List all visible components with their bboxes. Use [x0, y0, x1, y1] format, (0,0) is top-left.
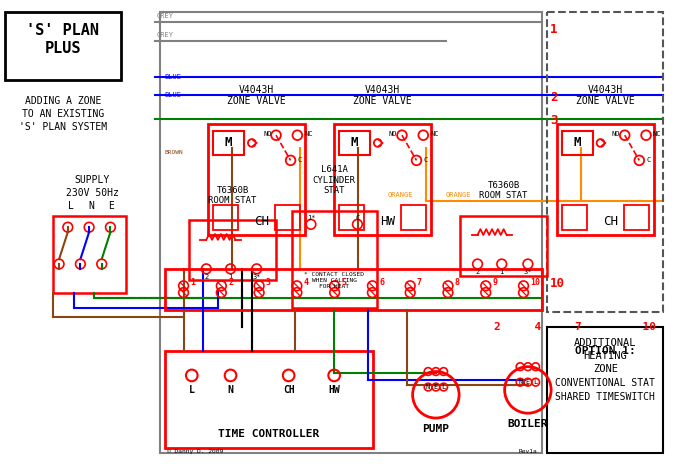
Text: CH: CH: [254, 215, 269, 228]
Text: 3*: 3*: [253, 274, 261, 279]
Text: NO: NO: [612, 131, 620, 137]
Bar: [547, 12, 664, 313]
Text: GREY: GREY: [157, 13, 174, 19]
Bar: [547, 327, 664, 453]
Text: © Danny D. 2009: © Danny D. 2009: [166, 449, 223, 454]
Text: CH: CH: [283, 385, 295, 395]
Text: NC: NC: [653, 131, 661, 137]
Text: L641A
CYLINDER
STAT: L641A CYLINDER STAT: [313, 166, 355, 195]
Text: L: L: [68, 201, 74, 211]
Text: E: E: [526, 379, 530, 385]
Bar: [160, 12, 542, 453]
Bar: [189, 220, 276, 280]
Bar: [334, 124, 431, 235]
Text: C: C: [355, 214, 359, 220]
Text: 9: 9: [493, 278, 497, 287]
Text: ADDING A ZONE
TO AN EXISTING
'S' PLAN SYSTEM: ADDING A ZONE TO AN EXISTING 'S' PLAN SY…: [19, 96, 107, 132]
Text: 2: 2: [475, 269, 480, 275]
Bar: [5, 12, 121, 80]
Text: ADDITIONAL
HEATING
ZONE: ADDITIONAL HEATING ZONE: [574, 338, 637, 374]
Text: 2: 2: [550, 91, 558, 104]
Text: ORANGE: ORANGE: [387, 192, 413, 198]
Text: L: L: [533, 379, 538, 385]
Text: 1*: 1*: [306, 214, 315, 220]
Text: PUMP: PUMP: [422, 424, 449, 434]
Bar: [213, 132, 244, 154]
Text: OPTION 1:: OPTION 1:: [575, 346, 635, 356]
Bar: [213, 205, 238, 230]
Text: BLUE: BLUE: [165, 74, 181, 80]
Text: HW: HW: [328, 385, 340, 395]
Text: T6360B
ROOM STAT: T6360B ROOM STAT: [480, 181, 528, 200]
Text: NC: NC: [304, 131, 313, 137]
Text: 10: 10: [550, 277, 565, 290]
Bar: [460, 216, 547, 276]
Text: HW: HW: [380, 215, 395, 228]
Text: M: M: [573, 137, 581, 149]
Bar: [165, 269, 542, 309]
Text: C: C: [646, 157, 650, 163]
Text: V4043H
ZONE VALVE: V4043H ZONE VALVE: [227, 85, 286, 106]
Text: N: N: [518, 379, 522, 385]
Text: E: E: [108, 201, 115, 211]
Text: 2: 2: [204, 274, 208, 279]
Text: 1: 1: [190, 278, 195, 287]
Bar: [339, 205, 364, 230]
Text: 1: 1: [550, 23, 558, 36]
Text: 6: 6: [380, 278, 384, 287]
Text: L: L: [189, 385, 195, 395]
Text: Rev1a: Rev1a: [519, 449, 538, 454]
Text: 3: 3: [550, 114, 558, 127]
Text: 2: 2: [228, 278, 233, 287]
Text: TIME CONTROLLER: TIME CONTROLLER: [218, 429, 319, 439]
Text: 1: 1: [228, 274, 233, 279]
Text: 5: 5: [342, 278, 346, 287]
Text: ORANGE: ORANGE: [446, 192, 471, 198]
Bar: [624, 205, 649, 230]
Text: N: N: [228, 385, 233, 395]
Bar: [165, 351, 373, 448]
Bar: [292, 211, 377, 307]
Text: 4: 4: [304, 278, 308, 287]
Text: V4043H
ZONE VALVE: V4043H ZONE VALVE: [353, 85, 412, 106]
Text: 1: 1: [500, 269, 504, 275]
Text: 2     4     7         10: 2 4 7 10: [494, 322, 656, 332]
Text: BOILER: BOILER: [508, 419, 548, 429]
Text: 3: 3: [266, 278, 271, 287]
Bar: [557, 124, 654, 235]
Text: NO: NO: [263, 131, 272, 137]
Text: NO: NO: [389, 131, 397, 137]
Text: 10: 10: [531, 278, 540, 287]
Text: 3*: 3*: [524, 269, 532, 275]
Text: N: N: [88, 201, 94, 211]
Bar: [53, 216, 126, 293]
Text: T6360B
ROOM STAT: T6360B ROOM STAT: [208, 185, 257, 205]
Text: L: L: [442, 384, 446, 390]
Text: C: C: [423, 157, 428, 163]
Text: BLUE: BLUE: [165, 92, 181, 97]
Bar: [275, 205, 300, 230]
Text: NC: NC: [430, 131, 439, 137]
Text: 'S' PLAN
PLUS: 'S' PLAN PLUS: [26, 22, 99, 56]
Text: CONVENTIONAL STAT
SHARED TIMESWITCH: CONVENTIONAL STAT SHARED TIMESWITCH: [555, 378, 656, 402]
Text: N: N: [426, 384, 431, 390]
Text: GREY: GREY: [157, 32, 174, 38]
Text: C: C: [297, 157, 302, 163]
Text: 7: 7: [417, 278, 422, 287]
Text: SUPPLY
230V 50Hz: SUPPLY 230V 50Hz: [66, 176, 119, 198]
Text: BROWN: BROWN: [165, 150, 184, 155]
Bar: [401, 205, 426, 230]
Bar: [208, 124, 305, 235]
Text: * CONTACT CLOSED
WHEN CALLING
FOR HEAT: * CONTACT CLOSED WHEN CALLING FOR HEAT: [304, 272, 364, 289]
Text: CH: CH: [602, 215, 618, 228]
Text: M: M: [225, 137, 233, 149]
Bar: [339, 132, 370, 154]
Text: E: E: [434, 384, 438, 390]
Text: M: M: [351, 137, 358, 149]
Text: V4043H
ZONE VALVE: V4043H ZONE VALVE: [576, 85, 635, 106]
Bar: [562, 205, 587, 230]
Text: 8: 8: [455, 278, 460, 287]
Bar: [562, 132, 593, 154]
